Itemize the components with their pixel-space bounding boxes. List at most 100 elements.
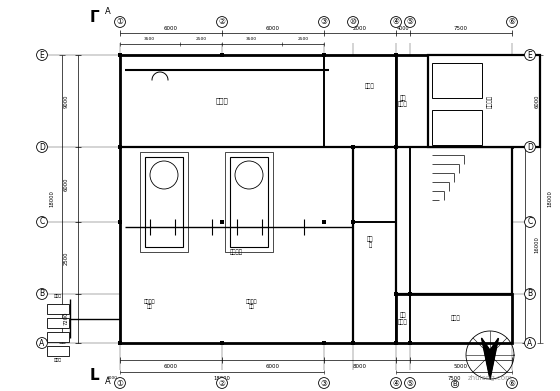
Text: A: A — [105, 7, 111, 16]
Text: C: C — [528, 217, 533, 226]
Text: 6000: 6000 — [266, 25, 280, 30]
Text: 2500: 2500 — [63, 251, 68, 265]
Text: ⑤: ⑤ — [407, 378, 413, 387]
Bar — [225, 152, 273, 252]
Bar — [322, 341, 326, 345]
Text: ⑥: ⑥ — [508, 378, 515, 387]
Text: 8000: 8000 — [353, 364, 367, 369]
Text: zhulong.com: zhulong.com — [468, 375, 512, 381]
Bar — [408, 292, 412, 296]
Text: 18000: 18000 — [49, 190, 54, 208]
Bar — [396, 147, 512, 294]
Text: C: C — [39, 217, 45, 226]
Text: 6000: 6000 — [63, 178, 68, 191]
Bar — [351, 145, 355, 149]
Text: 2500: 2500 — [195, 37, 206, 41]
Text: ②: ② — [218, 18, 226, 27]
Text: 18000: 18000 — [213, 375, 230, 380]
Bar — [220, 341, 224, 345]
Text: 4000: 4000 — [396, 25, 409, 30]
Text: B: B — [39, 289, 45, 298]
Text: A: A — [528, 339, 533, 348]
Bar — [432, 110, 482, 145]
Text: A: A — [105, 377, 111, 386]
Text: ⑤: ⑤ — [407, 18, 413, 27]
Text: 3000: 3000 — [106, 376, 118, 380]
Text: 3500: 3500 — [144, 37, 155, 41]
Text: ④: ④ — [393, 18, 399, 27]
Bar — [120, 55, 396, 343]
Text: 控制室: 控制室 — [365, 83, 375, 89]
Text: 7500: 7500 — [447, 375, 461, 380]
Text: 5000: 5000 — [454, 364, 468, 369]
Text: ⑥: ⑥ — [508, 18, 515, 27]
Text: B: B — [528, 289, 533, 298]
Text: 总阀门: 总阀门 — [54, 294, 62, 298]
Text: 值班
室: 值班 室 — [367, 236, 374, 248]
Text: D: D — [39, 142, 45, 151]
Text: 16000: 16000 — [534, 237, 539, 253]
Bar — [396, 294, 512, 343]
Text: 燃气调压
装置: 燃气调压 装置 — [246, 299, 258, 309]
Polygon shape — [482, 338, 498, 379]
Bar — [322, 220, 326, 224]
Text: E: E — [528, 50, 533, 59]
Text: 9000: 9000 — [63, 94, 68, 108]
Bar — [396, 55, 512, 147]
Bar — [394, 53, 398, 57]
Text: 燃气
调压站: 燃气 调压站 — [398, 312, 408, 325]
Text: 锅炉间: 锅炉间 — [216, 98, 228, 104]
Text: 2500: 2500 — [297, 37, 309, 41]
Bar — [47, 332, 69, 342]
Text: D: D — [527, 142, 533, 151]
Bar — [351, 341, 355, 345]
Bar — [394, 341, 398, 345]
Text: 燃气调压
装置: 燃气调压 装置 — [144, 299, 156, 309]
Text: ②: ② — [218, 378, 226, 387]
Text: 7500: 7500 — [454, 25, 468, 30]
Bar — [145, 157, 183, 247]
Text: 燃气表: 燃气表 — [54, 358, 62, 362]
Bar — [47, 318, 69, 328]
Bar — [394, 145, 398, 149]
Text: A: A — [39, 339, 45, 348]
Text: 6000: 6000 — [534, 94, 539, 108]
Bar — [351, 220, 355, 224]
Text: ①: ① — [116, 18, 123, 27]
Text: ④: ④ — [393, 378, 399, 387]
Text: 7200: 7200 — [63, 312, 68, 325]
Text: Γ: Γ — [90, 11, 100, 25]
Text: 消防
水箱间: 消防 水箱间 — [398, 95, 408, 107]
Bar — [118, 53, 122, 57]
Bar — [394, 292, 398, 296]
Text: 6000: 6000 — [164, 25, 178, 30]
Bar — [230, 157, 268, 247]
Text: 3500: 3500 — [246, 37, 257, 41]
Text: B: B — [452, 381, 458, 387]
Bar — [428, 55, 540, 147]
Bar — [118, 341, 122, 345]
Bar — [47, 304, 69, 314]
Bar — [118, 220, 122, 224]
Bar — [220, 220, 224, 224]
Bar — [408, 341, 412, 345]
Bar — [220, 53, 224, 57]
Bar — [118, 145, 122, 149]
Bar — [322, 53, 326, 57]
Bar — [47, 346, 69, 356]
Bar — [140, 152, 188, 252]
Text: L: L — [90, 368, 100, 382]
Text: 变配电室: 变配电室 — [487, 95, 493, 108]
Text: 燃气管道: 燃气管道 — [230, 249, 243, 255]
Bar — [432, 63, 482, 98]
Text: 6000: 6000 — [164, 364, 178, 369]
Text: ①: ① — [116, 378, 123, 387]
Text: ③: ③ — [320, 18, 328, 27]
Text: 6000: 6000 — [266, 364, 280, 369]
Text: ③: ③ — [320, 378, 328, 387]
Text: ⑩: ⑩ — [349, 18, 356, 27]
Text: 配电室: 配电室 — [451, 316, 461, 321]
Text: 2000: 2000 — [353, 25, 367, 30]
Text: 18000: 18000 — [548, 190, 553, 208]
Text: E: E — [40, 50, 44, 59]
